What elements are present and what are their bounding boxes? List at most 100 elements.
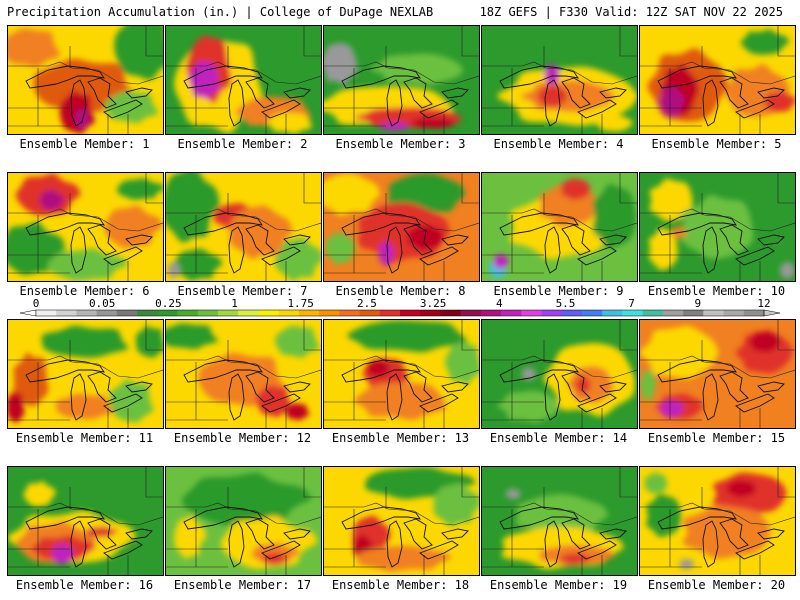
colorbar-swatch	[157, 310, 178, 316]
great-lakes-outline	[103, 393, 143, 413]
political-border	[482, 355, 637, 379]
colorbar-min-arrow	[19, 309, 37, 317]
precip-region	[174, 248, 223, 281]
ensemble-member-label: Ensemble Member: 7	[177, 284, 308, 298]
great-lakes-outline	[283, 381, 311, 393]
great-lakes-outline	[702, 520, 719, 568]
colorbar-swatch	[460, 310, 482, 316]
ensemble-member-label: Ensemble Member: 10	[647, 284, 786, 298]
great-lakes-outline	[261, 99, 301, 119]
political-border	[166, 502, 321, 526]
great-lakes-outline	[341, 212, 421, 236]
ensemble-member-label: Ensemble Member: 20	[647, 578, 786, 592]
great-lakes-outline	[419, 99, 459, 119]
colorbar-swatch	[197, 310, 219, 316]
precip-region	[560, 553, 591, 565]
political-border	[482, 502, 637, 526]
ensemble-member-map	[639, 319, 796, 429]
precip-region	[407, 224, 444, 251]
colorbar-swatch	[319, 310, 340, 316]
ensemble-member-label: Ensemble Member: 6	[19, 284, 150, 298]
colorbar-swatch	[703, 310, 724, 316]
colorbar-tick-label: 9	[694, 297, 701, 310]
great-lakes-outline	[261, 246, 301, 266]
great-lakes-outline	[87, 518, 117, 550]
ensemble-member-label: Ensemble Member: 13	[331, 431, 470, 445]
precip-region	[13, 352, 49, 407]
great-lakes-outline	[70, 520, 87, 568]
ensemble-member-map	[165, 172, 322, 282]
precip-region	[763, 91, 795, 113]
precip-region	[114, 26, 163, 80]
ensemble-member-map	[165, 319, 322, 429]
political-border	[461, 26, 479, 57]
great-lakes-outline	[599, 381, 627, 393]
precip-region	[370, 53, 464, 86]
political-border	[8, 502, 163, 526]
precip-region	[167, 261, 181, 279]
precip-region	[740, 29, 790, 55]
great-lakes-outline	[499, 65, 579, 89]
political-border	[461, 320, 479, 351]
precip-region	[262, 552, 289, 566]
great-lakes-outline	[561, 224, 591, 256]
precip-region	[51, 542, 75, 564]
great-lakes-outline	[403, 77, 433, 109]
colorbar-swatch	[238, 310, 259, 316]
colorbar-swatch	[480, 310, 502, 316]
ensemble-member-map	[7, 172, 164, 282]
great-lakes-outline	[719, 518, 749, 550]
colorbar-swatch	[561, 310, 583, 316]
great-lakes-outline	[183, 359, 263, 383]
great-lakes-outline	[245, 371, 275, 403]
colorbar-tick-label: 4	[496, 297, 503, 310]
great-lakes-outline	[657, 506, 737, 530]
ensemble-member-map	[481, 172, 638, 282]
great-lakes-outline	[544, 79, 561, 127]
great-lakes-outline	[386, 520, 403, 568]
ensemble-member-label: Ensemble Member: 18	[331, 578, 470, 592]
colorbar-tick-label: 2.5	[357, 297, 377, 310]
great-lakes-outline	[544, 520, 561, 568]
colorbar-swatch	[743, 310, 765, 316]
great-lakes-outline	[125, 234, 153, 246]
colorbar-swatch	[420, 310, 441, 316]
ensemble-member-label: Ensemble Member: 15	[647, 431, 786, 445]
colorbar-swatch	[96, 310, 118, 316]
great-lakes-outline	[561, 77, 591, 109]
great-lakes-outline	[341, 506, 421, 530]
ensemble-member-map	[481, 25, 638, 135]
political-border	[166, 355, 321, 379]
colorbar-swatch	[602, 310, 623, 316]
precip-region	[748, 331, 781, 353]
colorbar-swatch	[662, 310, 684, 316]
ensemble-member-label: Ensemble Member: 17	[173, 578, 312, 592]
precip-region	[493, 254, 508, 270]
political-border	[777, 320, 795, 351]
great-lakes-outline	[757, 381, 785, 393]
political-border	[640, 208, 795, 232]
great-lakes-outline	[561, 371, 591, 403]
colorbar-tick-label: 12	[757, 297, 770, 310]
political-border	[461, 467, 479, 498]
great-lakes-outline	[757, 234, 785, 246]
colorbar-swatch	[258, 310, 279, 316]
ensemble-member-label: Ensemble Member: 19	[489, 578, 628, 592]
precip-region	[274, 325, 320, 358]
colorbar-swatch	[298, 310, 320, 316]
precip-region	[543, 64, 560, 86]
precip-region	[39, 189, 65, 211]
precip-region	[285, 403, 310, 421]
great-lakes-outline	[228, 373, 245, 421]
colorbar-swatch	[137, 310, 158, 316]
political-border	[303, 467, 321, 498]
precip-region	[8, 28, 60, 67]
precip-region	[595, 114, 634, 132]
political-border	[145, 467, 163, 498]
political-border	[324, 502, 479, 526]
political-border	[145, 173, 163, 204]
colorbar-swatch	[278, 310, 300, 316]
precip-region	[23, 481, 57, 507]
colorbar-swatch	[218, 310, 239, 316]
precip-region	[560, 178, 591, 200]
